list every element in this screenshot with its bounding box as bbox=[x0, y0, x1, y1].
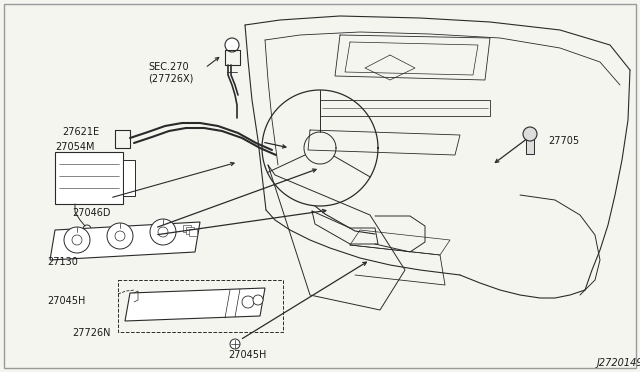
Text: 27621E: 27621E bbox=[62, 127, 99, 137]
Bar bbox=[526, 136, 534, 154]
Text: 27046D: 27046D bbox=[72, 208, 111, 218]
Bar bbox=[55, 152, 123, 204]
Text: 27705: 27705 bbox=[548, 136, 579, 146]
Text: 27045H: 27045H bbox=[47, 296, 85, 306]
Bar bbox=[183, 225, 191, 232]
Circle shape bbox=[253, 295, 263, 305]
Circle shape bbox=[158, 227, 168, 237]
Circle shape bbox=[225, 38, 239, 52]
Bar bbox=[186, 227, 194, 234]
Circle shape bbox=[107, 223, 133, 249]
Text: J2720149: J2720149 bbox=[597, 358, 640, 368]
Polygon shape bbox=[50, 222, 200, 260]
Text: 27726N: 27726N bbox=[72, 328, 111, 338]
Text: 27130: 27130 bbox=[47, 257, 78, 267]
Bar bbox=[123, 160, 135, 196]
Circle shape bbox=[115, 231, 125, 241]
Circle shape bbox=[83, 225, 91, 233]
Text: 27045H: 27045H bbox=[228, 350, 266, 360]
Circle shape bbox=[72, 235, 82, 245]
Text: SEC.270
(27726X): SEC.270 (27726X) bbox=[148, 62, 193, 84]
Circle shape bbox=[523, 127, 537, 141]
Bar bbox=[118, 280, 283, 332]
Text: 27054M: 27054M bbox=[55, 142, 95, 152]
Circle shape bbox=[64, 227, 90, 253]
Bar bbox=[189, 229, 197, 236]
Polygon shape bbox=[125, 288, 265, 321]
Circle shape bbox=[242, 296, 254, 308]
Circle shape bbox=[230, 339, 240, 349]
Circle shape bbox=[150, 219, 176, 245]
